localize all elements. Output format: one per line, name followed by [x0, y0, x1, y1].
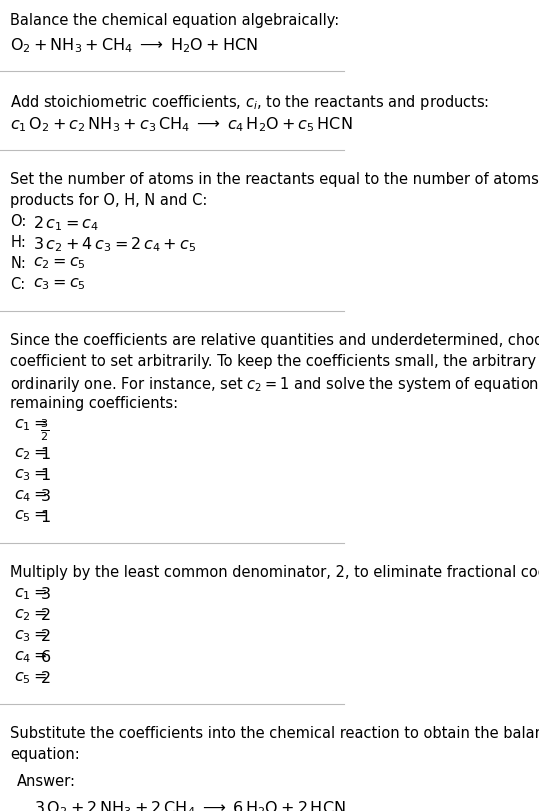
Text: $c_1\,\mathrm{O_2} + c_2\,\mathrm{NH_3} + c_3\,\mathrm{CH_4} \;{\longrightarrow}: $c_1\,\mathrm{O_2} + c_2\,\mathrm{NH_3} …	[10, 115, 353, 134]
Text: H:: H:	[10, 234, 26, 250]
Text: $1$: $1$	[39, 466, 50, 483]
Text: products for O, H, N and C:: products for O, H, N and C:	[10, 193, 208, 208]
Text: $1$: $1$	[39, 445, 50, 461]
Text: Answer:: Answer:	[17, 774, 76, 788]
Text: $3$: $3$	[39, 586, 50, 602]
Text: N:: N:	[10, 255, 26, 270]
Text: $c_4 =$: $c_4 =$	[14, 487, 47, 503]
Text: $c_3 = c_5$: $c_3 = c_5$	[33, 277, 86, 292]
Text: $2\,c_1 = c_4$: $2\,c_1 = c_4$	[33, 214, 99, 233]
Text: $c_4 =$: $c_4 =$	[14, 648, 47, 664]
FancyBboxPatch shape	[9, 766, 236, 811]
Text: coefficient to set arbitrarily. To keep the coefficients small, the arbitrary va: coefficient to set arbitrarily. To keep …	[10, 354, 539, 369]
Text: $c_2 = c_5$: $c_2 = c_5$	[33, 255, 86, 271]
Text: $3\,\mathrm{O_2} + 2\,\mathrm{NH_3} + 2\,\mathrm{CH_4} \;{\longrightarrow}\; 6\,: $3\,\mathrm{O_2} + 2\,\mathrm{NH_3} + 2\…	[34, 799, 346, 811]
Text: $3$: $3$	[39, 487, 50, 504]
Text: $c_3 =$: $c_3 =$	[14, 466, 47, 482]
Text: $c_1 =$: $c_1 =$	[14, 586, 47, 601]
Text: C:: C:	[10, 277, 25, 291]
Text: $2$: $2$	[39, 607, 50, 622]
Text: equation:: equation:	[10, 746, 80, 762]
Text: Substitute the coefficients into the chemical reaction to obtain the balanced: Substitute the coefficients into the che…	[10, 726, 539, 740]
Text: $c_2 =$: $c_2 =$	[14, 607, 47, 622]
Text: $c_1 =$: $c_1 =$	[14, 416, 47, 432]
Text: Multiply by the least common denominator, 2, to eliminate fractional coefficient: Multiply by the least common denominator…	[10, 564, 539, 580]
Text: Set the number of atoms in the reactants equal to the number of atoms in the: Set the number of atoms in the reactants…	[10, 172, 539, 187]
Text: Since the coefficients are relative quantities and underdetermined, choose a: Since the coefficients are relative quan…	[10, 333, 539, 348]
Text: $1$: $1$	[39, 508, 50, 524]
Text: $c_2 =$: $c_2 =$	[14, 445, 47, 461]
Text: $3\,c_2 + 4\,c_3 = 2\,c_4 + c_5$: $3\,c_2 + 4\,c_3 = 2\,c_4 + c_5$	[33, 234, 196, 253]
Text: $\frac{3}{2}$: $\frac{3}{2}$	[39, 416, 49, 442]
Text: $\mathrm{O_2 + NH_3 + CH_4} \;{\longrightarrow}\; \mathrm{H_2O + HCN}$: $\mathrm{O_2 + NH_3 + CH_4} \;{\longrigh…	[10, 36, 258, 54]
Text: Balance the chemical equation algebraically:: Balance the chemical equation algebraica…	[10, 13, 340, 28]
Text: remaining coefficients:: remaining coefficients:	[10, 396, 178, 410]
Text: $c_3 =$: $c_3 =$	[14, 627, 47, 643]
Text: $2$: $2$	[39, 627, 50, 643]
Text: $2$: $2$	[39, 669, 50, 685]
Text: $c_5 =$: $c_5 =$	[14, 508, 47, 524]
Text: Add stoichiometric coefficients, $c_i$, to the reactants and products:: Add stoichiometric coefficients, $c_i$, …	[10, 92, 489, 111]
Text: ordinarily one. For instance, set $c_2 = 1$ and solve the system of equations fo: ordinarily one. For instance, set $c_2 =…	[10, 375, 539, 393]
Text: $6$: $6$	[39, 648, 51, 664]
Text: $c_5 =$: $c_5 =$	[14, 669, 47, 684]
Text: O:: O:	[10, 214, 27, 229]
